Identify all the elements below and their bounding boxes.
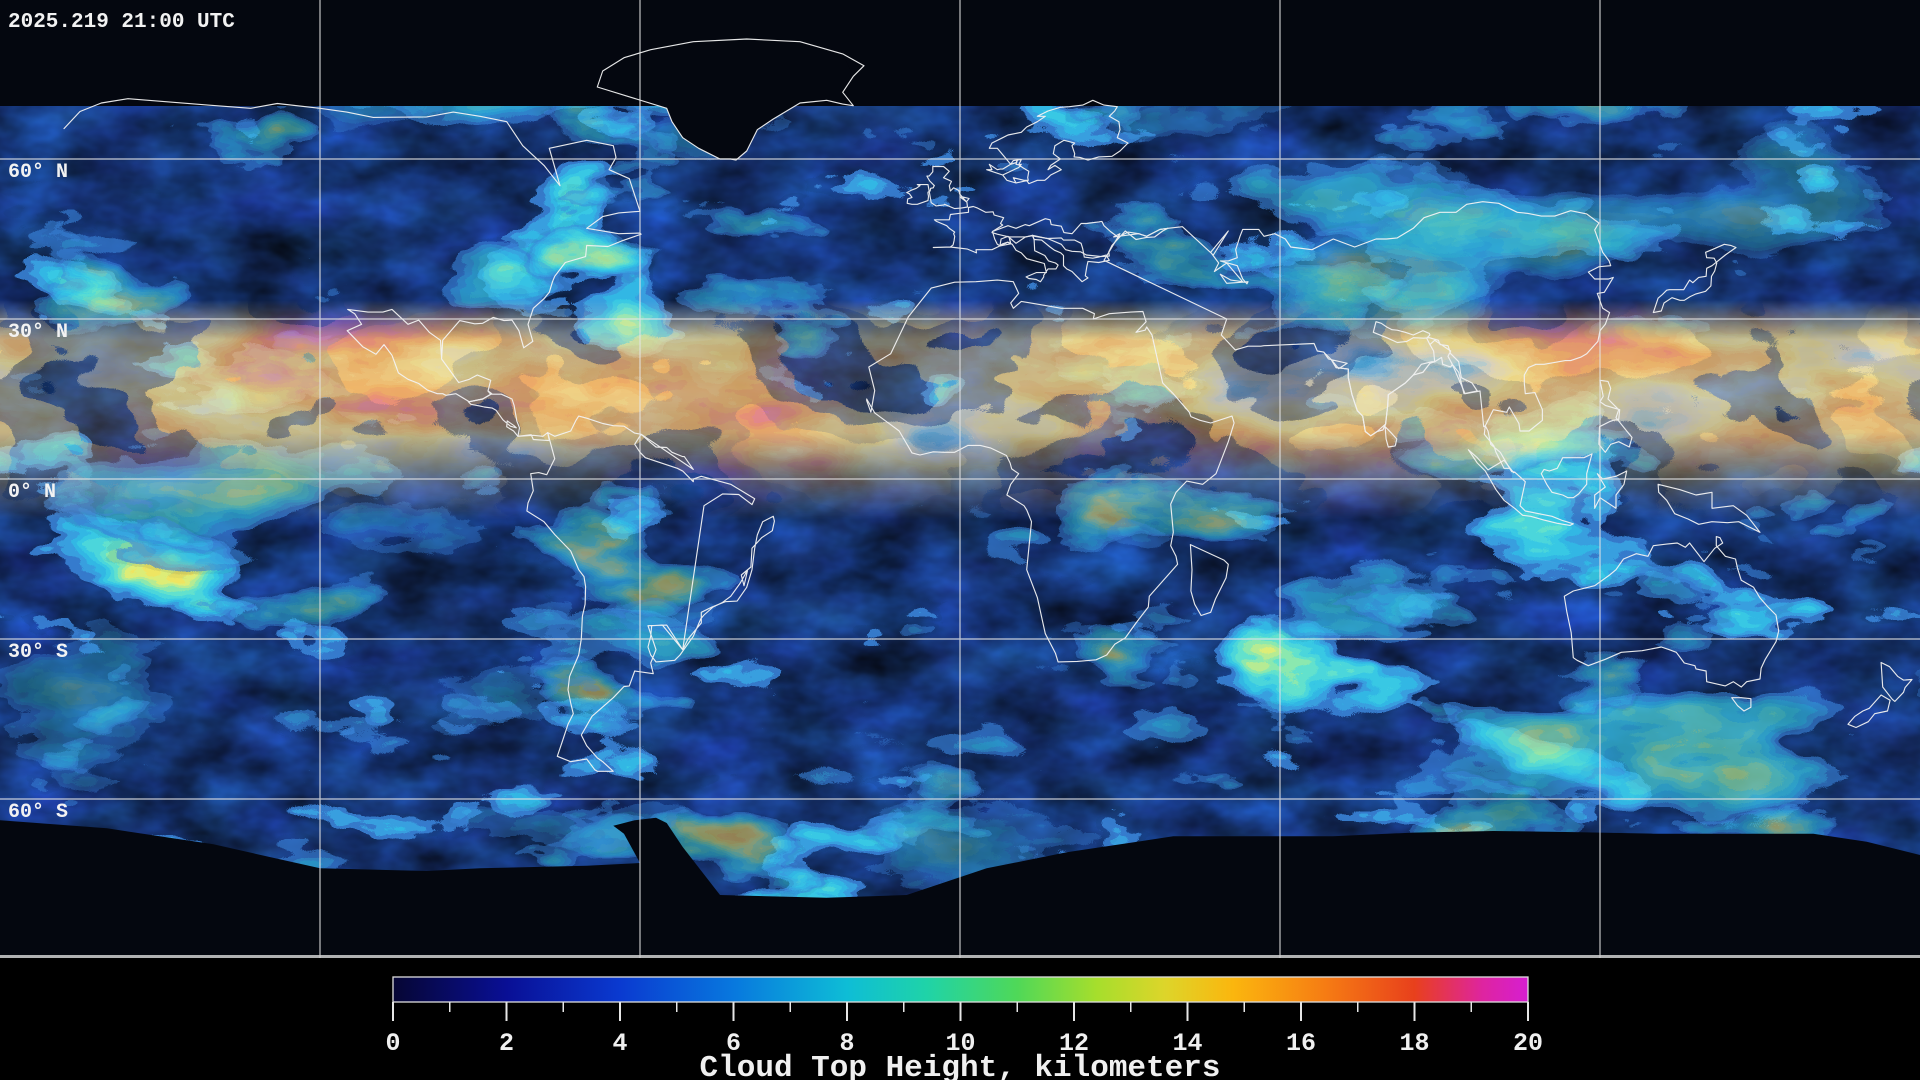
svg-text:16: 16 bbox=[1286, 1029, 1316, 1058]
svg-text:30° S: 30° S bbox=[8, 641, 68, 664]
svg-text:0: 0 bbox=[385, 1029, 400, 1058]
svg-text:2: 2 bbox=[499, 1029, 514, 1058]
svg-text:4: 4 bbox=[612, 1029, 627, 1058]
svg-text:18: 18 bbox=[1399, 1029, 1429, 1058]
svg-text:0° N: 0° N bbox=[8, 481, 56, 504]
svg-text:20: 20 bbox=[1513, 1029, 1543, 1058]
svg-text:Cloud Top Height, kilometers: Cloud Top Height, kilometers bbox=[700, 1051, 1221, 1080]
svg-text:2025.219 21:00 UTC: 2025.219 21:00 UTC bbox=[8, 11, 235, 34]
svg-text:60° N: 60° N bbox=[8, 161, 68, 184]
svg-text:60° S: 60° S bbox=[8, 801, 68, 824]
svg-text:30° N: 30° N bbox=[8, 321, 68, 344]
